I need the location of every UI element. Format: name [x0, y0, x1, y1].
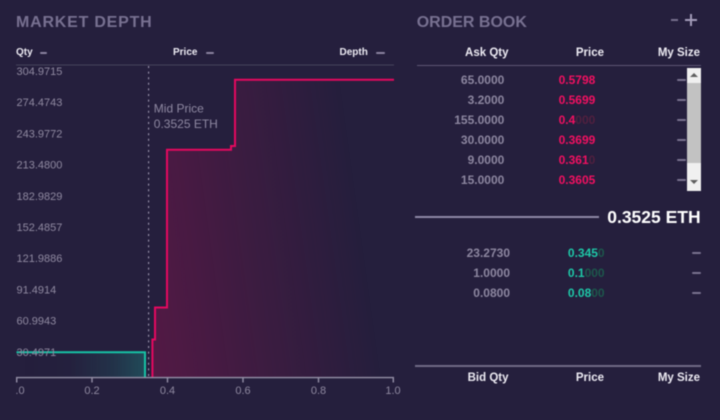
svg-text:91.4914: 91.4914 — [17, 285, 57, 297]
svg-text:.0: .0 — [15, 385, 24, 397]
svg-text:243.9772: 243.9772 — [17, 128, 63, 140]
svg-text:152.4857: 152.4857 — [17, 222, 63, 234]
svg-text:274.4743: 274.4743 — [17, 97, 63, 109]
svg-text:182.9829: 182.9829 — [17, 191, 63, 203]
svg-text:213.4800: 213.4800 — [17, 160, 63, 172]
svg-text:1.0: 1.0 — [385, 385, 400, 397]
svg-text:0.2: 0.2 — [84, 385, 99, 397]
svg-text:60.9943: 60.9943 — [17, 316, 57, 328]
svg-text:0.6: 0.6 — [235, 385, 250, 397]
svg-text:0.3525 ETH: 0.3525 ETH — [154, 117, 218, 131]
svg-text:121.9886: 121.9886 — [17, 253, 63, 265]
svg-text:304.9715: 304.9715 — [17, 66, 63, 78]
svg-text:0.8: 0.8 — [311, 385, 326, 397]
svg-text:30.4971: 30.4971 — [17, 347, 57, 359]
svg-text:0.4: 0.4 — [160, 385, 175, 397]
svg-text:Mid Price: Mid Price — [154, 102, 204, 116]
